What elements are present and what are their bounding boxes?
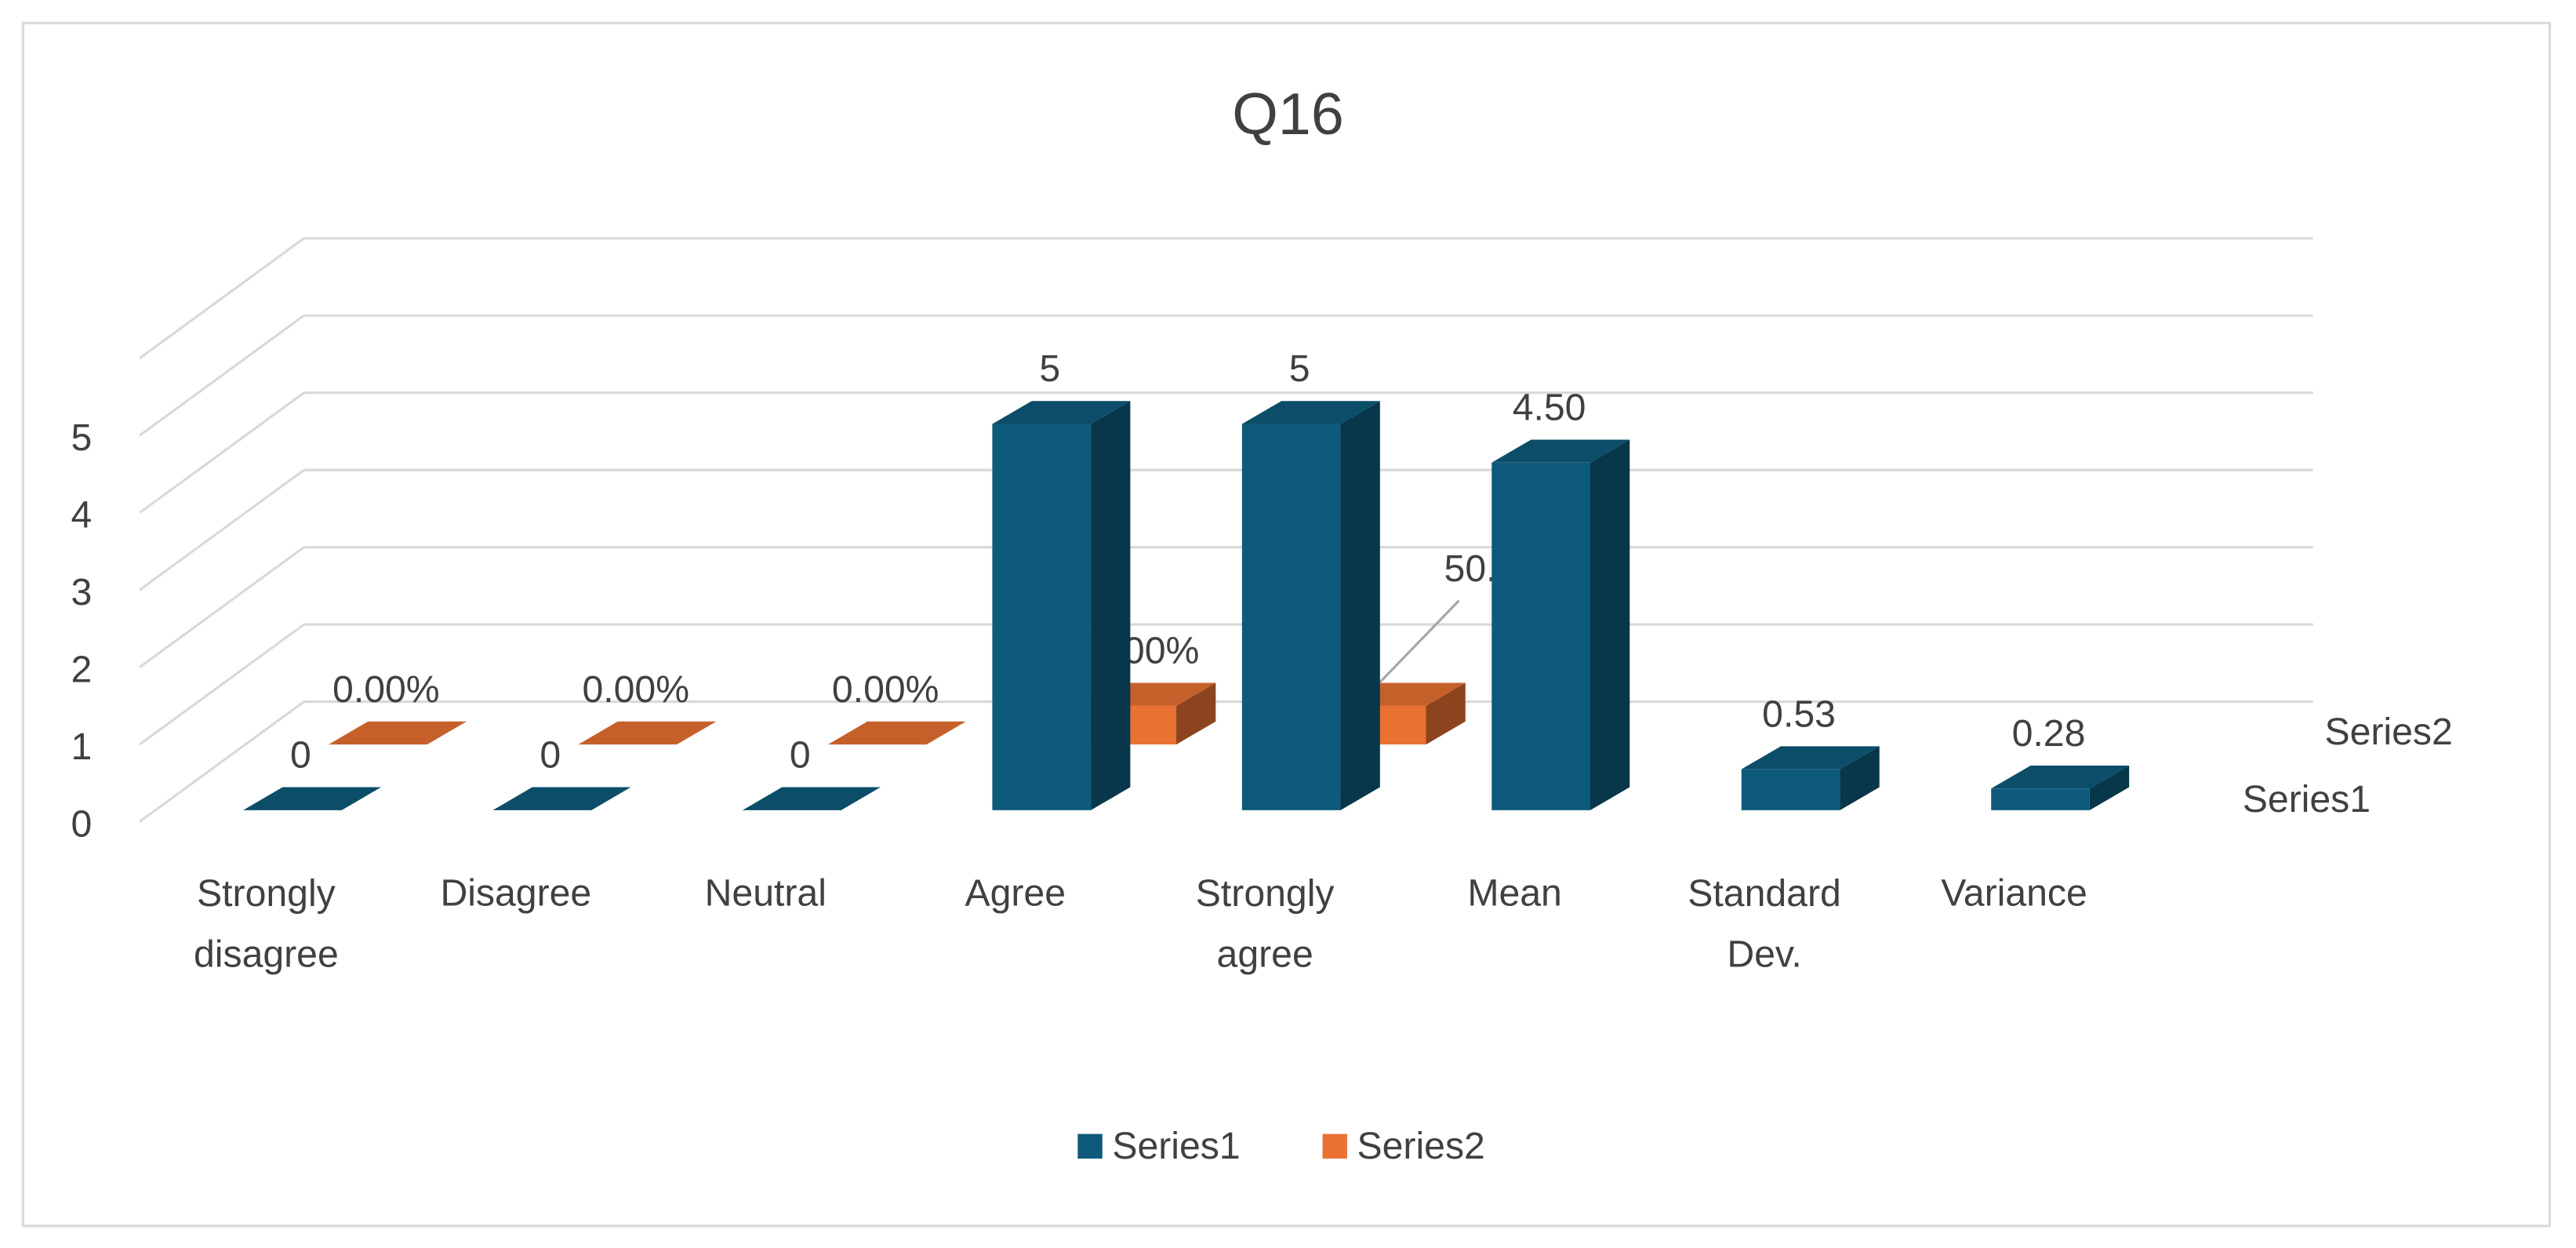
bar-top xyxy=(1491,439,1630,463)
x-tick-label: Standard Dev. xyxy=(1688,872,1841,976)
data-label: 0.00% xyxy=(332,668,440,711)
legend-swatch xyxy=(1322,1133,1347,1159)
grid-line xyxy=(139,314,305,437)
x-tick-label: Strongly disagree xyxy=(194,872,339,976)
y-tick-label: 5 xyxy=(71,417,93,459)
y-tick-label: 4 xyxy=(71,494,93,537)
label-line: Strongly xyxy=(197,872,336,915)
bar xyxy=(742,787,881,810)
bar xyxy=(1741,746,1880,810)
bar-side xyxy=(1840,746,1880,810)
label-line: Standard xyxy=(1688,872,1841,915)
bar-side xyxy=(1590,439,1630,810)
bar-top xyxy=(578,721,717,745)
bar-front xyxy=(1241,424,1341,810)
label-line: Strongly xyxy=(1196,872,1335,915)
bar-side xyxy=(1176,682,1216,745)
data-label: 5 xyxy=(1289,347,1310,390)
bar-top xyxy=(492,787,631,810)
bar-front xyxy=(1991,788,2090,810)
grid-line xyxy=(139,391,305,514)
x-tick-label: Disagree xyxy=(440,872,591,915)
legend: Series1 Series2 xyxy=(1077,1125,1485,1167)
depth-axis-label: Series2 xyxy=(2324,711,2452,753)
bar-side xyxy=(1340,401,1380,810)
bar xyxy=(492,787,631,810)
bar-side xyxy=(2089,765,2130,810)
data-label: 5 xyxy=(1039,347,1060,390)
bar-top xyxy=(243,787,382,810)
x-tick-label: Neutral xyxy=(705,872,827,915)
depth-axis-label: Series1 xyxy=(2243,778,2371,820)
bar-top xyxy=(1241,401,1380,424)
data-label: 0.00% xyxy=(582,668,689,711)
legend-swatch xyxy=(1077,1133,1103,1159)
y-tick-label: 2 xyxy=(71,649,93,691)
grid-line xyxy=(139,700,305,823)
x-tick-label: Variance xyxy=(1941,872,2087,915)
grid-line xyxy=(139,468,305,591)
y-tick-label: 3 xyxy=(71,571,93,613)
legend-label: Series1 xyxy=(1112,1125,1240,1167)
label-line: disagree xyxy=(194,933,339,975)
legend-label: Series2 xyxy=(1357,1125,1484,1167)
bar-front xyxy=(1741,769,1840,810)
bar-top xyxy=(1741,746,1880,770)
bar-front xyxy=(1491,462,1590,810)
plot: 0.00%0.00%0.00%50.00%50.00%000554.500.53… xyxy=(194,347,2453,975)
data-label: 4.50 xyxy=(1513,386,1586,428)
grid-line xyxy=(139,546,305,668)
bar xyxy=(578,721,717,745)
bar xyxy=(243,787,382,810)
y-tick-label: 1 xyxy=(71,726,93,768)
bar xyxy=(827,721,966,745)
data-label: 0 xyxy=(540,734,561,777)
bar-side xyxy=(1426,682,1466,745)
data-label: 0 xyxy=(790,734,811,777)
data-label: 0.28 xyxy=(2012,712,2086,755)
bar xyxy=(329,721,467,745)
bar-side xyxy=(1091,401,1131,810)
data-label: 0.00% xyxy=(832,668,939,711)
chart-title: Q16 xyxy=(1232,81,1344,147)
label-line: Dev. xyxy=(1727,933,1801,975)
grid-line xyxy=(139,623,305,746)
x-tick-label: Mean xyxy=(1467,872,1562,915)
data-label: 0.53 xyxy=(1762,693,1836,735)
bar xyxy=(1491,439,1630,810)
data-label: 0 xyxy=(290,734,311,777)
bar xyxy=(992,401,1131,810)
x-tick-label: Agree xyxy=(965,872,1066,915)
bar-top xyxy=(1991,765,2130,789)
bar-top xyxy=(329,721,467,745)
bar-top xyxy=(827,721,966,745)
bar-front xyxy=(992,424,1092,810)
bar xyxy=(1241,401,1380,810)
bar-top xyxy=(992,401,1131,424)
bar xyxy=(1991,765,2130,810)
wall-edge xyxy=(139,237,305,360)
bar-top xyxy=(742,787,881,810)
x-tick-label: Strongly agree xyxy=(1196,872,1335,976)
label-line: agree xyxy=(1217,933,1313,975)
y-tick-label: 0 xyxy=(71,803,93,846)
